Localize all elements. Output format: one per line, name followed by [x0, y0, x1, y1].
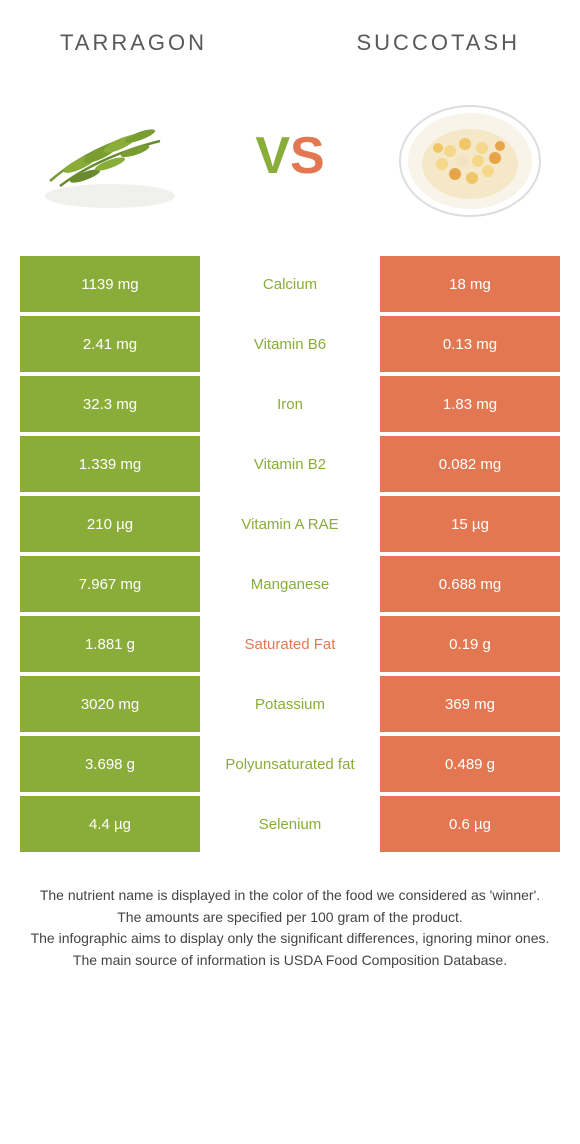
table-row: 1.881 gSaturated Fat0.19 g	[20, 616, 560, 672]
footer-line: The infographic aims to display only the…	[30, 929, 550, 949]
value-right: 0.082 mg	[380, 436, 560, 492]
nutrient-label: Vitamin A RAE	[200, 496, 380, 552]
succotash-image	[390, 86, 550, 226]
table-row: 1.339 mgVitamin B20.082 mg	[20, 436, 560, 492]
value-left: 2.41 mg	[20, 316, 200, 372]
value-left: 1.881 g	[20, 616, 200, 672]
table-row: 1139 mgCalcium18 mg	[20, 256, 560, 312]
vs-label: V S	[255, 126, 324, 186]
table-row: 210 µgVitamin A RAE15 µg	[20, 496, 560, 552]
nutrient-label: Iron	[200, 376, 380, 432]
table-row: 32.3 mgIron1.83 mg	[20, 376, 560, 432]
vs-s: S	[290, 126, 325, 186]
table-row: 7.967 mgManganese0.688 mg	[20, 556, 560, 612]
footer-line: The amounts are specified per 100 gram o…	[30, 908, 550, 928]
title-left: Tarragon	[60, 30, 207, 56]
table-row: 4.4 µgSelenium0.6 µg	[20, 796, 560, 852]
vs-row: V S	[0, 66, 580, 256]
table-row: 3.698 gPolyunsaturated fat0.489 g	[20, 736, 560, 792]
nutrient-label: Vitamin B6	[200, 316, 380, 372]
value-right: 1.83 mg	[380, 376, 560, 432]
value-left: 4.4 µg	[20, 796, 200, 852]
vs-v: V	[255, 126, 290, 186]
footer-line: The main source of information is USDA F…	[30, 951, 550, 971]
table-row: 3020 mgPotassium369 mg	[20, 676, 560, 732]
footer-text: The nutrient name is displayed in the co…	[0, 856, 580, 970]
value-left: 210 µg	[20, 496, 200, 552]
value-left: 1139 mg	[20, 256, 200, 312]
tarragon-image	[30, 86, 190, 226]
nutrient-label: Selenium	[200, 796, 380, 852]
value-right: 0.688 mg	[380, 556, 560, 612]
value-right: 15 µg	[380, 496, 560, 552]
nutrient-label: Calcium	[200, 256, 380, 312]
value-right: 0.19 g	[380, 616, 560, 672]
footer-line: The nutrient name is displayed in the co…	[30, 886, 550, 906]
nutrient-label: Saturated Fat	[200, 616, 380, 672]
nutrient-label: Potassium	[200, 676, 380, 732]
value-right: 0.6 µg	[380, 796, 560, 852]
value-left: 32.3 mg	[20, 376, 200, 432]
title-right: Succotash	[357, 30, 521, 56]
header-titles: Tarragon Succotash	[0, 0, 580, 66]
table-row: 2.41 mgVitamin B60.13 mg	[20, 316, 560, 372]
value-right: 0.489 g	[380, 736, 560, 792]
nutrient-table: 1139 mgCalcium18 mg2.41 mgVitamin B60.13…	[20, 256, 560, 852]
value-right: 0.13 mg	[380, 316, 560, 372]
value-left: 3020 mg	[20, 676, 200, 732]
value-left: 1.339 mg	[20, 436, 200, 492]
nutrient-label: Polyunsaturated fat	[200, 736, 380, 792]
nutrient-label: Vitamin B2	[200, 436, 380, 492]
nutrient-label: Manganese	[200, 556, 380, 612]
value-right: 369 mg	[380, 676, 560, 732]
value-right: 18 mg	[380, 256, 560, 312]
value-left: 7.967 mg	[20, 556, 200, 612]
value-left: 3.698 g	[20, 736, 200, 792]
